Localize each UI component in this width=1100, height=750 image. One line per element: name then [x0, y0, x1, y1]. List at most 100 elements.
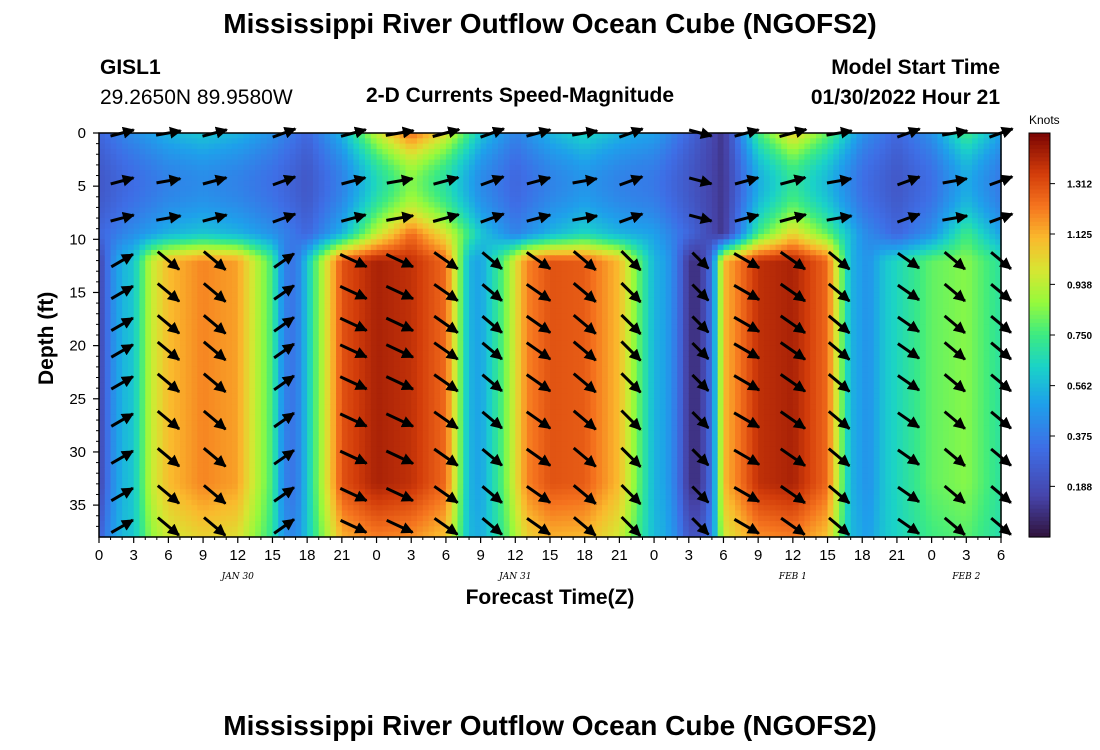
heat-cell [214, 303, 222, 310]
heat-cell [428, 505, 435, 512]
heat-cell [214, 154, 222, 161]
heat-cell [382, 218, 389, 224]
heat-cell [133, 505, 141, 512]
heat-cell [237, 164, 245, 171]
heat-cell [145, 297, 152, 304]
heat-cell [376, 180, 383, 187]
heat-cell [289, 148, 297, 155]
heat-cell [405, 138, 412, 145]
heat-cell [370, 148, 378, 155]
heat-cell [318, 505, 326, 512]
heat-cell [110, 372, 117, 379]
heat-cell [231, 404, 239, 411]
heat-cell [457, 196, 464, 203]
heat-cell [422, 223, 430, 230]
heat-cell [127, 361, 135, 368]
heat-cell [122, 329, 129, 336]
heat-cell [220, 409, 227, 416]
heat-cell [156, 154, 164, 161]
heat-cell [422, 287, 430, 294]
heat-cell [405, 510, 412, 517]
heat-cell [266, 249, 274, 256]
heat-cell [145, 212, 152, 219]
heat-cell [376, 196, 383, 203]
heat-cell [110, 425, 117, 432]
heat-cell [156, 356, 164, 363]
heat-cell [330, 350, 337, 357]
heat-cell [249, 329, 256, 336]
heat-cell [249, 340, 256, 347]
heat-cell [469, 228, 476, 235]
heat-cell [226, 281, 233, 288]
heat-cell [376, 154, 383, 161]
heat-cell [127, 478, 135, 485]
heat-cell [393, 276, 401, 283]
heat-cell [145, 446, 152, 453]
heat-cell [353, 223, 360, 230]
heat-cell [208, 382, 216, 389]
heat-cell [203, 361, 210, 368]
heat-cell [272, 186, 279, 193]
heat-cell [104, 180, 112, 187]
heat-cell [110, 494, 117, 501]
heat-cell [376, 473, 383, 480]
heat-cell [197, 287, 204, 294]
heat-cell [133, 382, 141, 389]
heat-cell [422, 180, 430, 187]
heat-cell [399, 356, 407, 363]
heat-cell [353, 308, 360, 315]
heat-cell [243, 239, 250, 246]
heat-cell [133, 489, 141, 496]
heat-cell [133, 398, 141, 405]
heat-cell [324, 425, 331, 432]
heat-cell [266, 340, 274, 347]
heat-cell [145, 196, 152, 203]
heat-cell [266, 196, 274, 203]
heat-cell [289, 366, 297, 373]
heat-cell [249, 313, 256, 320]
heat-cell [318, 249, 326, 256]
heat-cell [104, 526, 112, 533]
heat-cell [185, 526, 193, 533]
heat-cell [272, 372, 279, 379]
heat-cell [162, 526, 169, 533]
heat-cell [145, 499, 152, 506]
heat-cell [422, 467, 430, 474]
heat-cell [237, 521, 245, 527]
heat-cell [312, 425, 320, 432]
heat-cell [260, 191, 268, 198]
heat-cell [295, 223, 302, 230]
heat-cell [451, 430, 459, 437]
heat-cell [116, 223, 123, 230]
heat-cell [110, 228, 117, 235]
heat-cell [428, 457, 435, 464]
heat-cell [457, 329, 464, 336]
heat-cell [376, 234, 383, 240]
heat-cell [307, 148, 314, 155]
heat-cell [463, 228, 470, 235]
heat-cell [116, 239, 123, 246]
heat-cell [364, 372, 372, 379]
heat-cell [116, 159, 123, 166]
heat-cell [370, 191, 378, 198]
heat-cell [388, 356, 395, 363]
heat-cell [341, 372, 349, 379]
heat-cell [301, 382, 308, 389]
heat-cell [341, 409, 349, 416]
heat-cell [434, 414, 441, 421]
heat-cell [284, 441, 291, 448]
heat-cell [278, 244, 285, 251]
heat-cell [99, 420, 106, 426]
heat-cell [110, 276, 117, 283]
heat-cell [226, 324, 233, 331]
heat-cell [463, 239, 470, 246]
heat-cell [393, 148, 401, 155]
heat-cell [203, 366, 210, 373]
heat-cell [370, 164, 378, 171]
heat-cell [208, 404, 216, 411]
heat-cell [272, 457, 279, 464]
heat-cell [249, 467, 256, 474]
heat-cell [457, 234, 464, 240]
heat-cell [191, 159, 198, 166]
heat-cell [440, 202, 447, 209]
